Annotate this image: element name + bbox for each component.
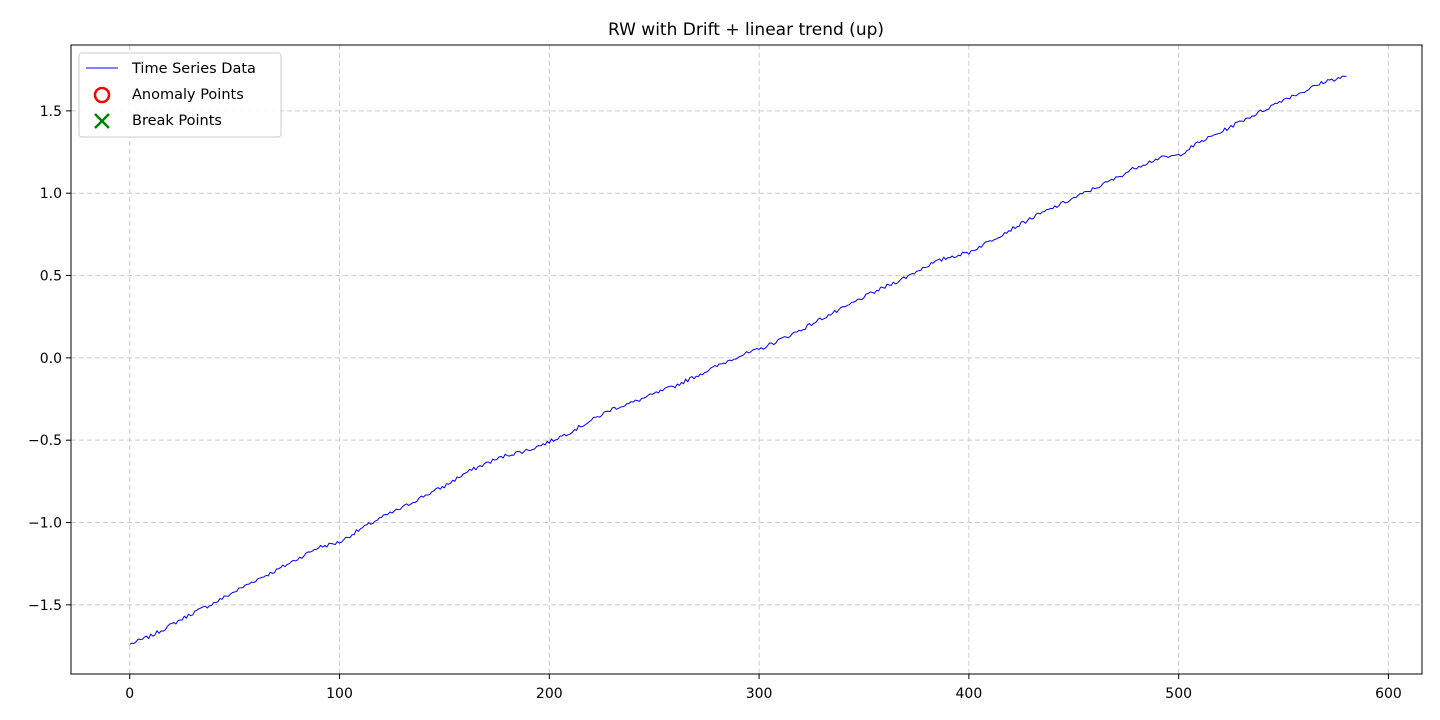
plot-frame (70, 44, 1423, 675)
y-tick-label: −0.5 (28, 433, 62, 449)
chart-title: RW with Drift + linear trend (up) (608, 20, 884, 40)
x-tick-label: 500 (1165, 686, 1192, 702)
legend-label-anomaly: Anomaly Points (132, 87, 244, 103)
legend: Time Series Data Anomaly Points Break Po… (78, 52, 282, 138)
legend-label-series: Time Series Data (131, 61, 256, 77)
series-line-time-series-data (129, 75, 1347, 645)
y-tick-label: −1.0 (28, 516, 62, 532)
grid (71, 45, 1422, 674)
ticks: 0 100 200 300 400 500 600 −1.5 −1.0 −0.5 0.0 0.5 1.0… (28, 104, 1402, 702)
x-tick-label: 600 (1375, 686, 1402, 702)
y-tick-label: 0.5 (40, 269, 62, 285)
x-tick-label: 200 (536, 686, 563, 702)
legend-anomaly-marker (93, 86, 111, 104)
y-tick-label: −1.5 (28, 598, 62, 614)
y-tick-label: 1.0 (40, 186, 62, 202)
y-tick-label: 1.5 (40, 104, 62, 120)
legend-break-marker (94, 113, 110, 129)
x-tick-label: 0 (125, 686, 134, 702)
legend-label-break: Break Points (132, 113, 222, 129)
y-tick-label: 0.0 (40, 351, 62, 367)
x-tick-label: 300 (746, 686, 773, 702)
x-tick-label: 100 (326, 686, 353, 702)
legend-box (78, 52, 282, 138)
x-tick-label: 400 (956, 686, 983, 702)
series-layer (129, 75, 1347, 645)
